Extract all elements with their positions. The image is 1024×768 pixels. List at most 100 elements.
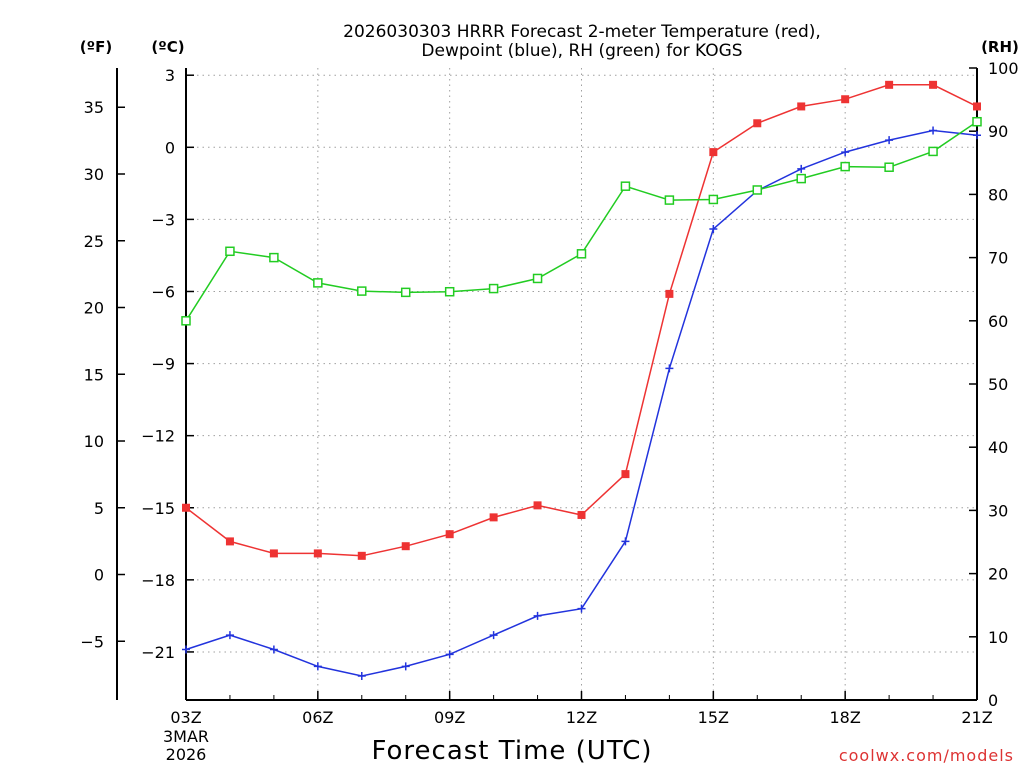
dewpoint-point — [885, 136, 894, 145]
temperature-point — [621, 470, 630, 479]
celsius-tick-label: 0 — [165, 138, 175, 157]
rh-point — [444, 286, 455, 297]
celsius-axis: 3 0 −3 −6 −9 −12 −15 −18 −21 — [141, 66, 194, 662]
dewpoint-point — [182, 645, 190, 654]
temperature-point — [841, 95, 850, 104]
temperature-point — [313, 549, 322, 558]
temperature-point — [665, 289, 674, 298]
data-series — [181, 80, 982, 680]
rh-point — [840, 161, 850, 172]
temperature-point — [182, 503, 190, 512]
temperature-line — [185, 84, 978, 557]
temperature-point — [885, 80, 894, 89]
celsius-tick-label: −12 — [141, 427, 175, 446]
dewpoint-point — [313, 662, 322, 671]
temperature-point — [929, 80, 938, 89]
rh-tick-label: 10 — [988, 628, 1008, 647]
date-label-year: 2026 — [166, 745, 207, 764]
temperature-point — [225, 537, 234, 546]
rh-point — [400, 287, 411, 298]
dewpoint-point — [225, 631, 234, 640]
dewpoint-point — [973, 131, 981, 140]
dewpoint-point — [401, 662, 410, 671]
fahrenheit-tick-label: −5 — [80, 632, 104, 651]
temperature-point — [357, 551, 366, 560]
temperature-point — [577, 510, 586, 519]
fahrenheit-unit-label: (ºF) — [80, 38, 112, 56]
rh-unit-label: (RH) — [981, 38, 1019, 56]
chart-title-line1: 2026030303 HRRR Forecast 2-meter Tempera… — [343, 22, 821, 42]
rh-point — [488, 283, 499, 294]
temperature-point — [445, 530, 454, 539]
rh-point — [181, 316, 191, 326]
fahrenheit-tick-label: 20 — [84, 299, 104, 318]
dewpoint-point — [357, 671, 366, 680]
rh-tick-label: 50 — [988, 375, 1008, 394]
dewpoint-point — [445, 650, 454, 659]
fahrenheit-tick-label: 35 — [84, 98, 104, 117]
rh-point — [664, 195, 675, 205]
time-tick-label: 09Z — [434, 708, 465, 727]
credit-link[interactable]: coolwx.com/models — [839, 746, 1014, 765]
dewpoint-point — [489, 631, 498, 640]
time-tick-label: 06Z — [302, 708, 333, 727]
time-tick-label: 12Z — [566, 708, 597, 727]
temperature-point — [797, 102, 806, 111]
dewpoint-point — [929, 126, 938, 135]
celsius-tick-label: −18 — [141, 571, 175, 590]
rh-tick-label: 90 — [988, 122, 1008, 141]
fahrenheit-tick-label: 10 — [84, 432, 104, 451]
rh-point — [752, 185, 763, 195]
celsius-tick-label: 3 — [165, 66, 175, 85]
temperature-point — [753, 119, 762, 128]
time-tick-label: 18Z — [830, 708, 861, 727]
dewpoint-point — [269, 645, 278, 654]
temperature-point — [269, 549, 278, 558]
time-tick-label: 21Z — [961, 708, 992, 727]
dewpoint-point — [665, 364, 674, 373]
rh-point — [313, 278, 323, 288]
rh-point — [620, 181, 631, 191]
fahrenheit-tick-label: 15 — [84, 365, 104, 384]
dewpoint-point — [533, 611, 542, 620]
temperature-point — [973, 102, 981, 111]
celsius-tick-label: −21 — [141, 643, 175, 662]
time-axis: 03Z 06Z 09Z 12Z 15Z 18Z 21Z — [170, 691, 993, 727]
dewpoint-point — [797, 164, 806, 173]
rh-tick-label: 60 — [988, 312, 1008, 331]
dewpoint-point — [841, 148, 850, 157]
time-tick-label: 03Z — [170, 708, 201, 727]
rh-tick-label: 20 — [988, 565, 1008, 584]
chart-title-line2: Dewpoint (blue), RH (green) for KOGS — [421, 41, 742, 61]
rh-point — [225, 246, 235, 257]
rh-point — [928, 146, 938, 157]
grid-lines — [186, 68, 977, 700]
rh-tick-label: 100 — [988, 59, 1019, 78]
temperature-point — [709, 148, 718, 157]
celsius-tick-label: −9 — [151, 355, 175, 374]
dewpoint-point — [577, 604, 586, 613]
rh-tick-label: 0 — [988, 691, 998, 710]
temperature-point — [489, 513, 498, 522]
rh-tick-label: 30 — [988, 501, 1008, 520]
rh-point — [269, 252, 279, 263]
celsius-tick-label: −15 — [141, 499, 175, 518]
rh-point — [576, 249, 587, 259]
rh-tick-label: 70 — [988, 249, 1008, 268]
date-label-month: 3MAR — [163, 727, 209, 746]
x-axis-title: Forecast Time (UTC) — [371, 736, 652, 766]
celsius-unit-label: (ºC) — [151, 38, 184, 56]
rh-point — [708, 194, 719, 205]
dewpoint-point — [709, 225, 718, 234]
fahrenheit-tick-label: 30 — [84, 165, 104, 184]
rh-axis: 0 10 20 30 40 50 60 70 80 90 100 — [969, 59, 1019, 710]
rh-point — [884, 162, 894, 172]
rh-point — [357, 286, 367, 296]
dewpoint-point — [621, 537, 630, 546]
temperature-point — [533, 501, 542, 510]
fahrenheit-tick-label: 0 — [94, 566, 104, 585]
celsius-tick-label: −3 — [151, 210, 175, 229]
fahrenheit-axis: 35 30 25 20 15 10 5 0 −5 — [80, 98, 125, 651]
rh-point — [972, 116, 982, 127]
